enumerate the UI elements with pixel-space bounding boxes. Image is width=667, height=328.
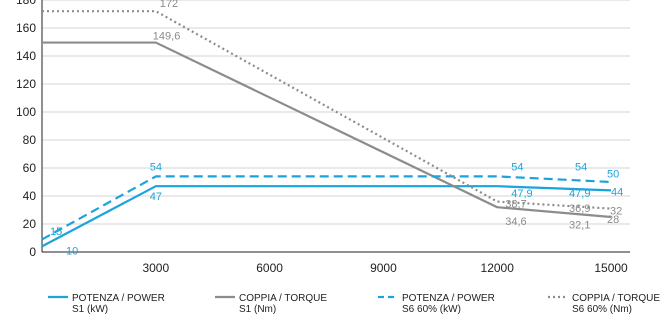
y-tick-label-2: 40 xyxy=(23,189,37,203)
legend-label-line-1-0: COPPIA / TORQUE xyxy=(239,293,327,304)
data-label-7: 47,9 xyxy=(511,188,532,200)
data-label-16: 32 xyxy=(610,206,622,218)
data-label-10: 54 xyxy=(575,161,587,173)
data-label-15: 44 xyxy=(611,186,623,198)
legend-label-line-0-1: S1 (kW) xyxy=(72,304,108,315)
legend-label-2: POTENZA / POWER S6 60% (kW) xyxy=(402,293,495,315)
y-tick-label-4: 80 xyxy=(23,133,37,147)
data-label-17: 28 xyxy=(607,214,619,226)
y-tick-label-5: 100 xyxy=(16,105,36,119)
x-tick-label-4: 15000 xyxy=(594,261,628,275)
data-label-0: 172 xyxy=(160,0,178,10)
series-line-3 xyxy=(42,10,612,210)
data-label-8: 38,7 xyxy=(505,199,526,211)
data-label-14: 50 xyxy=(607,168,619,180)
series-line-1 xyxy=(42,41,612,219)
legend-label-line-3-1: S6 60% (Nm) xyxy=(572,304,632,315)
legend-label-line-1-1: S1 (Nm) xyxy=(239,304,276,315)
x-tick-label-3: 12000 xyxy=(481,261,515,275)
data-label-3: 47 xyxy=(150,191,162,203)
data-label-6: 54 xyxy=(511,161,523,173)
data-label-9: 34,6 xyxy=(505,216,526,228)
x-tick-label-0: 3000 xyxy=(142,261,169,275)
legend-label-line-0-0: POTENZA / POWER xyxy=(72,293,165,304)
legend-label-line-3-0: COPPIA / TORQUE xyxy=(572,293,660,304)
x-tick-label-1: 6000 xyxy=(256,261,283,275)
y-tick-label-9: 180 xyxy=(16,0,36,7)
legend-label-line-2-0: POTENZA / POWER xyxy=(402,293,495,304)
series-line-0 xyxy=(41,185,612,248)
y-tick-label-3: 60 xyxy=(23,161,37,175)
data-label-5: 10 xyxy=(66,245,78,257)
y-tick-label-8: 160 xyxy=(16,21,36,35)
y-tick-label-1: 20 xyxy=(23,217,37,231)
y-tick-label-6: 120 xyxy=(16,77,36,91)
series-line-2 xyxy=(41,175,612,241)
y-tick-label-7: 140 xyxy=(16,49,36,63)
legend-label-1: COPPIA / TORQUE S1 (Nm) xyxy=(239,293,327,315)
data-label-12: 36,9 xyxy=(569,203,590,215)
y-tick-label-0: 0 xyxy=(29,245,36,259)
data-label-4: 15 xyxy=(50,226,62,238)
data-label-13: 32,1 xyxy=(569,219,590,231)
legend-label-3: COPPIA / TORQUE S6 60% (Nm) xyxy=(572,293,660,315)
data-label-2: 54 xyxy=(150,161,162,173)
legend-label-line-2-1: S6 60% (kW) xyxy=(402,304,461,315)
legend-label-0: POTENZA / POWER S1 (kW) xyxy=(72,293,165,315)
x-tick-label-2: 9000 xyxy=(370,261,397,275)
data-label-1: 149,6 xyxy=(153,31,181,43)
data-label-11: 47,9 xyxy=(569,188,590,200)
